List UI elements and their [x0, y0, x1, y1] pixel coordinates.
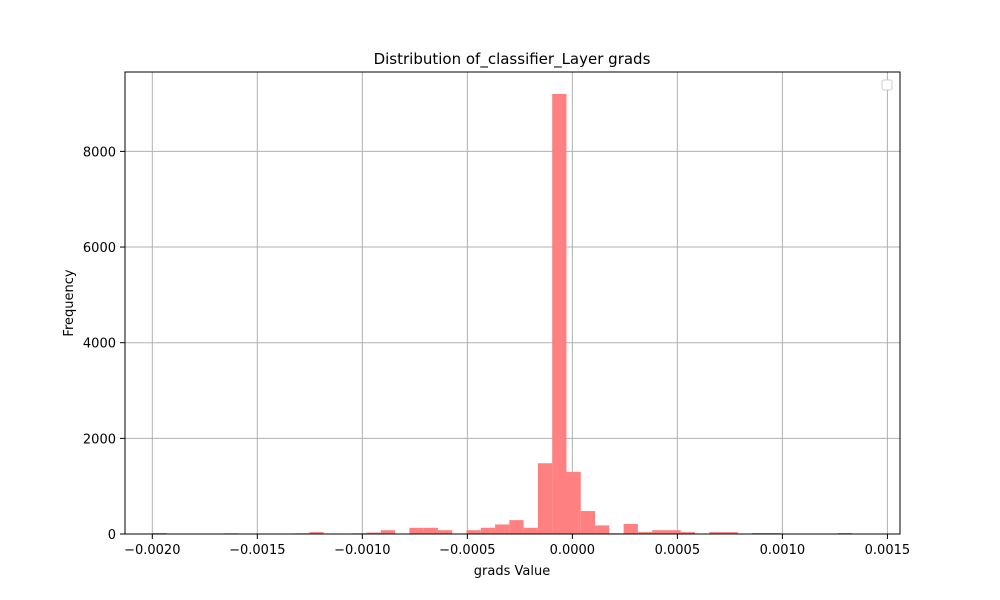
histogram-bar	[723, 532, 738, 534]
histogram-bar	[366, 532, 381, 534]
histogram-bar	[537, 463, 553, 534]
legend-box	[881, 79, 893, 91]
histogram-bar	[595, 525, 610, 534]
y-tick-label: 0	[108, 528, 116, 543]
x-tick-label: −0.0020	[124, 543, 180, 558]
histogram-bar	[709, 532, 724, 534]
histogram-bar	[480, 527, 496, 534]
y-axis-ticks: 0 2000 4000 6000 8000	[83, 145, 125, 543]
y-tick-label: 2000	[83, 432, 116, 447]
histogram-bar	[380, 530, 396, 534]
histogram-bar	[566, 471, 581, 534]
plot-frame	[124, 71, 901, 535]
plot-area	[125, 72, 900, 534]
x-tick-label: −0.0010	[334, 543, 390, 558]
histogram-bar	[580, 511, 596, 534]
x-tick-label: 0.0000	[550, 543, 596, 558]
y-tick-label: 4000	[83, 337, 116, 352]
histogram-bar	[523, 527, 538, 534]
histogram-bar	[509, 520, 524, 534]
x-tick-label: 0.0015	[865, 543, 911, 558]
y-axis-label: Frequency	[62, 269, 77, 336]
histogram-bar	[680, 532, 696, 534]
x-tick-label: −0.0005	[439, 543, 495, 558]
histogram-bar	[623, 523, 638, 534]
histogram-bar	[652, 530, 667, 534]
y-tick-label: 8000	[83, 145, 116, 160]
histogram-bar	[637, 532, 653, 534]
histogram-bar	[552, 94, 567, 534]
histogram-bar	[423, 527, 438, 534]
x-axis-label: grads Value	[474, 564, 550, 579]
chart-title: Distribution of_classifier_Layer grads	[374, 50, 651, 69]
y-tick-label: 6000	[83, 241, 116, 256]
histogram-bar	[437, 530, 453, 534]
histogram-bar	[495, 524, 510, 534]
x-tick-label: 0.0005	[655, 543, 701, 558]
histogram-bar	[409, 527, 424, 534]
x-axis-ticks: −0.0020 −0.0015 −0.0010 −0.0005 0.0000 0.0005…	[124, 534, 910, 558]
x-tick-label: 0.0010	[760, 543, 806, 558]
histogram-bar	[309, 532, 324, 534]
histogram-bar	[666, 530, 681, 534]
histogram-bar	[466, 530, 481, 534]
x-tick-label: −0.0015	[229, 543, 285, 558]
histogram-bars	[152, 94, 853, 534]
